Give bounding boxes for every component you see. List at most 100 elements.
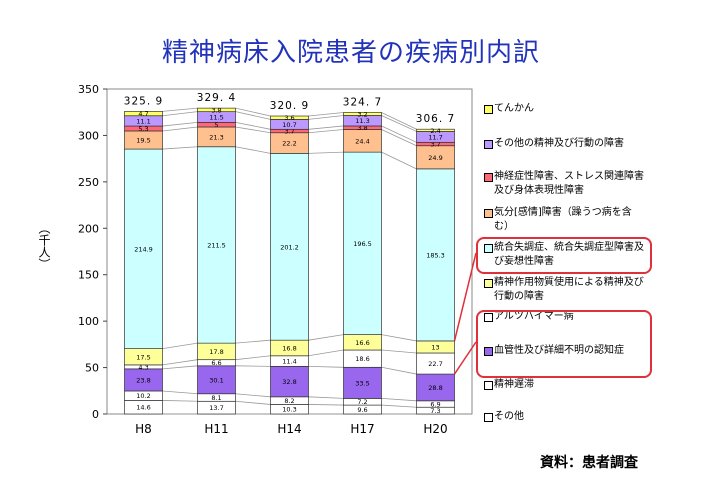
bar-segment — [343, 112, 382, 116]
bar-segment — [416, 128, 455, 132]
legend-swatch — [484, 105, 493, 114]
x-tick-label: H14 — [277, 422, 301, 436]
data-label: 18.6 — [355, 355, 369, 363]
bar-segment — [270, 153, 309, 341]
data-label: 19.5 — [136, 137, 150, 145]
bar-segment — [124, 148, 163, 349]
series-connector-line — [381, 112, 417, 130]
series-connector-line — [235, 121, 271, 130]
highlight-connector-schizophrenia — [453, 252, 477, 342]
series-connector-line — [162, 400, 198, 402]
series-connector-line — [381, 129, 417, 147]
data-label: 13 — [431, 343, 439, 351]
series-connector-line — [162, 107, 198, 112]
data-label: 185.3 — [426, 251, 445, 259]
bar-segment — [416, 168, 455, 342]
highlight-connector-dementia — [453, 341, 477, 375]
x-tick-label: H17 — [350, 422, 374, 436]
bar-segment — [270, 115, 309, 120]
series-connector-line — [381, 334, 417, 342]
data-label: 7.3 — [430, 407, 440, 415]
data-label: 23.8 — [136, 376, 150, 384]
series-connector-line — [235, 111, 271, 120]
data-label: 11.1 — [136, 117, 150, 125]
series-connector-line — [381, 404, 417, 408]
bar-segment — [343, 151, 382, 335]
legend-label: 統合失調症、統合失調症型障害及び妄想性障害 — [494, 242, 644, 267]
data-label: 201.2 — [280, 243, 299, 251]
series-connector-line — [308, 151, 344, 154]
legend-swatch — [484, 347, 493, 356]
data-label: 33.5 — [355, 379, 369, 387]
series-connector-line — [381, 349, 417, 354]
data-label: 32.8 — [282, 378, 296, 386]
y-axis-label: （千人） — [37, 222, 51, 270]
series-connector-line — [235, 126, 271, 134]
legend-label: 精神作用物質使用による精神及び行動の障害 — [494, 277, 644, 302]
y-tick-label: 0 — [92, 408, 99, 421]
series-connector-line — [308, 404, 344, 406]
data-label: 6.6 — [211, 359, 221, 367]
series-connector-line — [235, 365, 271, 367]
data-label: 7.2 — [357, 398, 367, 406]
legend-label: その他 — [494, 411, 524, 422]
legend-swatch — [484, 413, 493, 422]
y-tick-label: 150 — [78, 269, 99, 282]
series-connector-line — [235, 355, 271, 361]
series-connector-line — [308, 334, 344, 341]
legend-label: その他の精神及び行動の障害 — [494, 138, 624, 149]
series-connector-line — [162, 126, 198, 132]
y-tick-label: 100 — [78, 315, 99, 328]
data-label: 22.2 — [282, 140, 296, 148]
series-connector-line — [235, 400, 271, 405]
series-connector-line — [162, 121, 198, 127]
legend-label: アルツハイマー病 — [494, 311, 574, 322]
series-connector-line — [308, 115, 344, 120]
series-connector-line — [162, 146, 198, 150]
series-connector-line — [308, 396, 344, 399]
highlight-box-schizophrenia — [476, 237, 652, 274]
data-label: 11.7 — [428, 133, 442, 141]
data-label: 3.8 — [357, 124, 367, 132]
data-label: 28.8 — [428, 384, 442, 392]
series-connector-line — [162, 390, 198, 395]
series-connector-line — [235, 393, 271, 398]
data-label: 21.3 — [209, 133, 223, 141]
series-connector-line — [235, 339, 271, 344]
legend-swatch — [484, 313, 493, 322]
bar-segment — [197, 365, 236, 395]
data-label: 11.3 — [355, 117, 369, 125]
data-label: 10.3 — [282, 406, 296, 414]
legend-label: 気分[感情]障害（躁うつ病を含む） — [494, 207, 632, 232]
series-connector-line — [381, 366, 417, 375]
data-label: 5.3 — [138, 125, 148, 133]
total-label: 324. 7 — [343, 96, 382, 108]
total-label: 329. 4 — [197, 92, 236, 104]
series-connector-line — [235, 107, 271, 117]
series-connector-line — [308, 125, 344, 130]
highlight-box-dementia — [476, 310, 652, 378]
data-label: 196.5 — [353, 240, 372, 248]
y-tick-label: 200 — [78, 222, 99, 235]
total-label: 320. 9 — [270, 100, 309, 112]
bar-segment — [124, 111, 163, 117]
series-connector-line — [381, 125, 417, 143]
data-label: 4.7 — [138, 110, 148, 118]
legend-label: 神経症性障害、ストレス関連障害及び身体表現性障害 — [494, 171, 644, 196]
data-label: 11.5 — [209, 113, 223, 121]
source-note: 資料：患者調査 — [540, 455, 638, 471]
legend-swatch — [484, 381, 493, 390]
data-label: 3.2 — [357, 110, 367, 118]
data-label: 10.2 — [136, 392, 150, 400]
legend-swatch — [484, 173, 493, 182]
data-label: 16.6 — [355, 339, 369, 347]
data-label: 30.1 — [209, 376, 223, 384]
bar-segment — [343, 366, 382, 399]
chart-title: 精神病床入院患者の疾病別内訳 — [161, 38, 540, 68]
data-label: 3.7 — [284, 128, 294, 136]
series-connector-line — [308, 365, 344, 368]
x-tick-label: H20 — [423, 422, 447, 436]
bar-segment — [197, 107, 236, 113]
y-tick-label: 50 — [85, 362, 99, 375]
